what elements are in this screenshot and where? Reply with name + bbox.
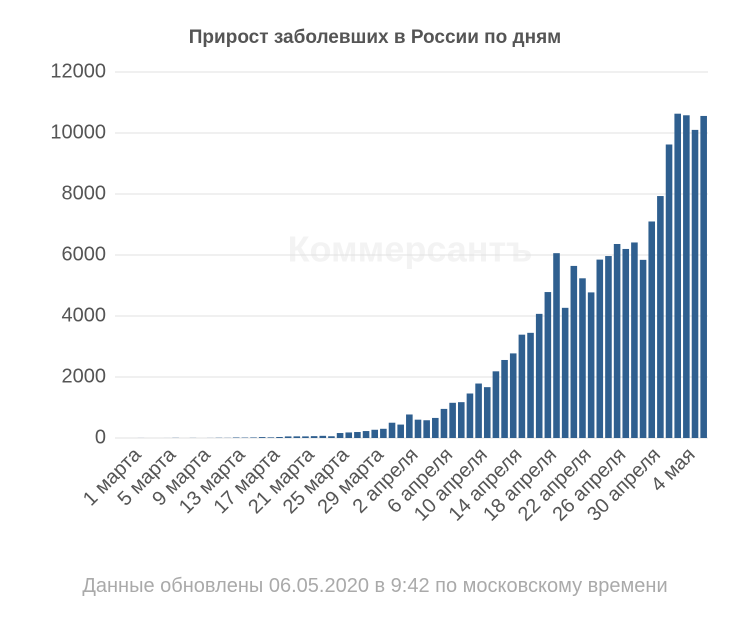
bar [371,429,379,438]
bar [440,408,448,438]
bar [483,387,491,438]
bar [579,278,586,438]
bar [518,334,526,438]
bar [328,436,335,438]
bar [613,243,621,438]
bar [336,433,344,438]
bar [501,359,508,438]
bar [258,437,266,438]
bar [561,307,569,438]
bar [535,313,543,438]
bar [284,436,292,438]
bar [457,402,465,438]
bar [683,115,690,438]
bar [423,420,430,438]
bar [657,196,664,438]
bar [639,259,647,438]
bar [509,353,517,438]
bar [397,424,404,438]
bar [527,332,534,438]
y-tick-label: 12000 [50,60,106,82]
bar [414,419,422,438]
bar [700,115,707,438]
bar [250,437,257,438]
bar [631,242,638,438]
bar [587,292,595,438]
bar [570,265,578,438]
bar [293,436,301,438]
bar [492,371,500,438]
bar [267,437,275,438]
note: Данные обновлены 06.05.2020 в 9:42 по мо… [82,575,668,597]
bar [622,248,630,438]
note-box: Данные обновлены 06.05.2020 в 9:42 по мо… [82,575,668,597]
y-tick-label: 4000 [62,304,107,326]
bar [362,431,370,438]
bar [345,432,353,438]
bar [466,393,474,438]
y-tick-label: 8000 [62,182,107,204]
bar [388,422,396,438]
bar [232,437,240,438]
bar [449,402,456,438]
bar [605,256,612,438]
y-tick-label: 6000 [62,243,107,265]
bar [354,432,361,438]
bar [553,253,560,438]
bar [432,417,439,438]
y-tick-label: 2000 [62,365,107,387]
chart-title: Прирост заболевших в России по дням [189,27,561,48]
bar [310,436,318,438]
bar [691,129,699,438]
bar [544,292,552,438]
bar [596,259,604,438]
bar [302,436,309,438]
bar [319,435,327,438]
bar [380,428,387,438]
bar [648,221,656,438]
bar [475,383,482,438]
bar [406,414,413,438]
bar [665,144,673,438]
y-tick-label: 0 [95,426,106,448]
bar [276,436,283,438]
watermark: Коммерсантъ [288,229,533,270]
bar [674,113,681,439]
y-tick-label: 10000 [50,121,106,143]
